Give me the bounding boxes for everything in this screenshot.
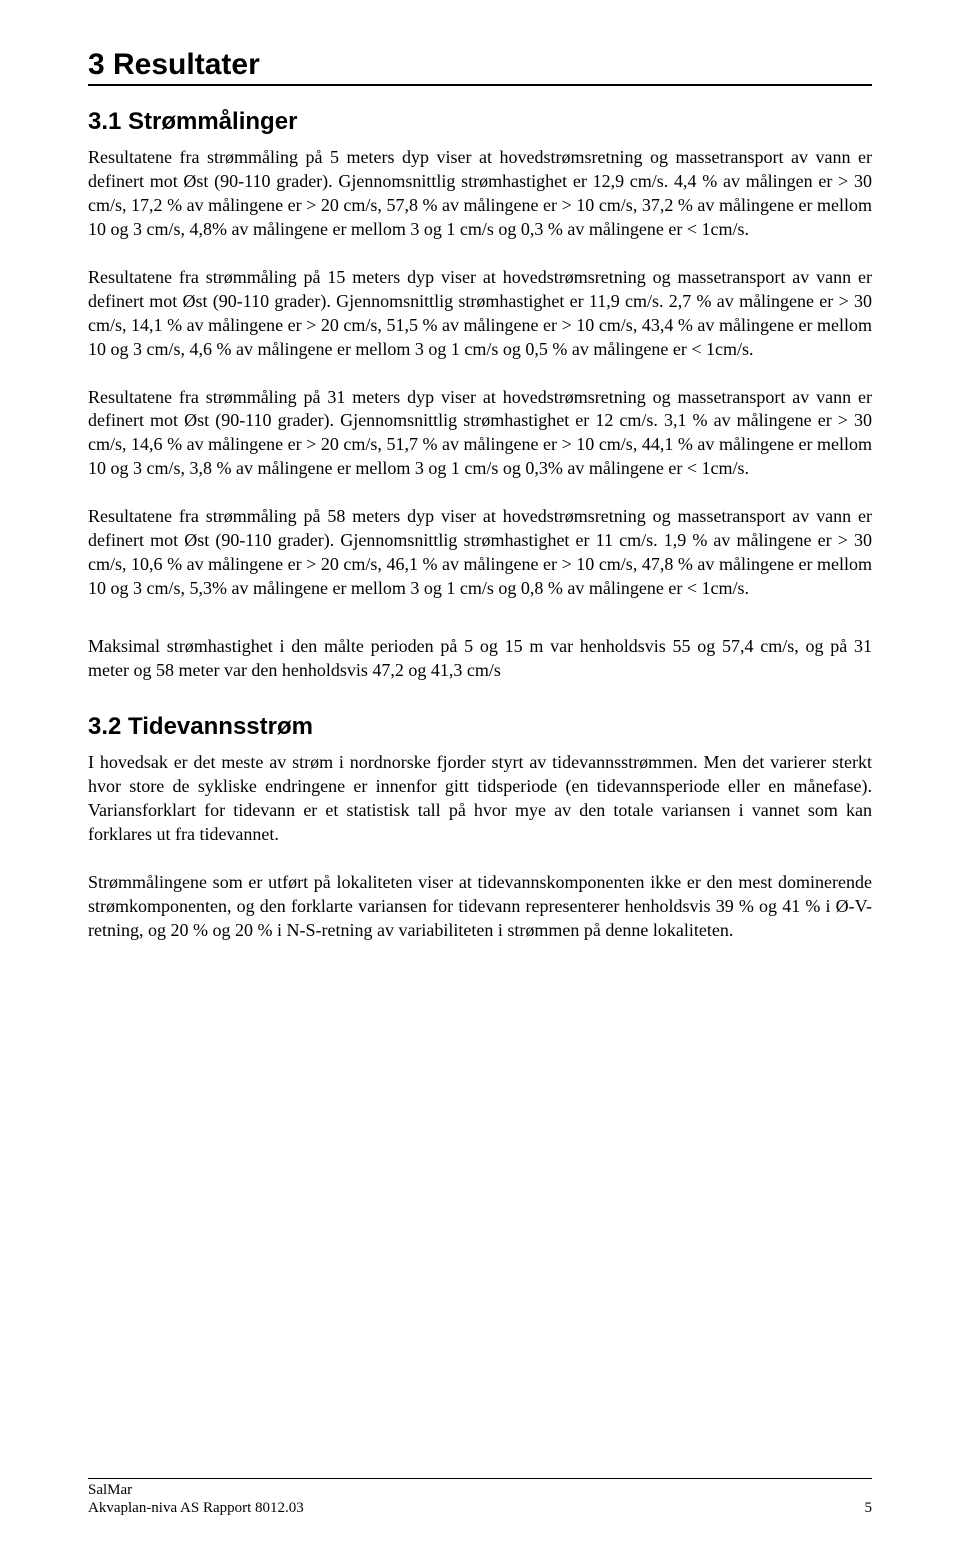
footer-rule bbox=[88, 1478, 872, 1479]
page-footer: SalMar Akvaplan-niva AS Rapport 8012.03 … bbox=[88, 1478, 872, 1519]
body-paragraph: Strømmålingene som er utført på lokalite… bbox=[88, 871, 872, 943]
subsection-heading-1: 3.1 Strømmålinger bbox=[88, 108, 872, 136]
page-number: 5 bbox=[865, 1500, 873, 1516]
body-paragraph: Maksimal strømhastighet i den målte peri… bbox=[88, 635, 872, 683]
subsection-heading-2: 3.2 Tidevannsstrøm bbox=[88, 713, 872, 741]
footer-report-id: Akvaplan-niva AS Rapport 8012.03 bbox=[88, 1499, 304, 1518]
body-paragraph: I hovedsak er det meste av strøm i nordn… bbox=[88, 751, 872, 847]
footer-company: SalMar bbox=[88, 1481, 304, 1500]
heading-rule bbox=[88, 84, 872, 86]
body-paragraph: Resultatene fra strømmåling på 58 meters… bbox=[88, 505, 872, 601]
body-paragraph: Resultatene fra strømmåling på 31 meters… bbox=[88, 386, 872, 482]
body-paragraph: Resultatene fra strømmåling på 5 meters … bbox=[88, 146, 872, 242]
body-paragraph: Resultatene fra strømmåling på 15 meters… bbox=[88, 266, 872, 362]
section-heading: 3 Resultater bbox=[88, 48, 872, 82]
